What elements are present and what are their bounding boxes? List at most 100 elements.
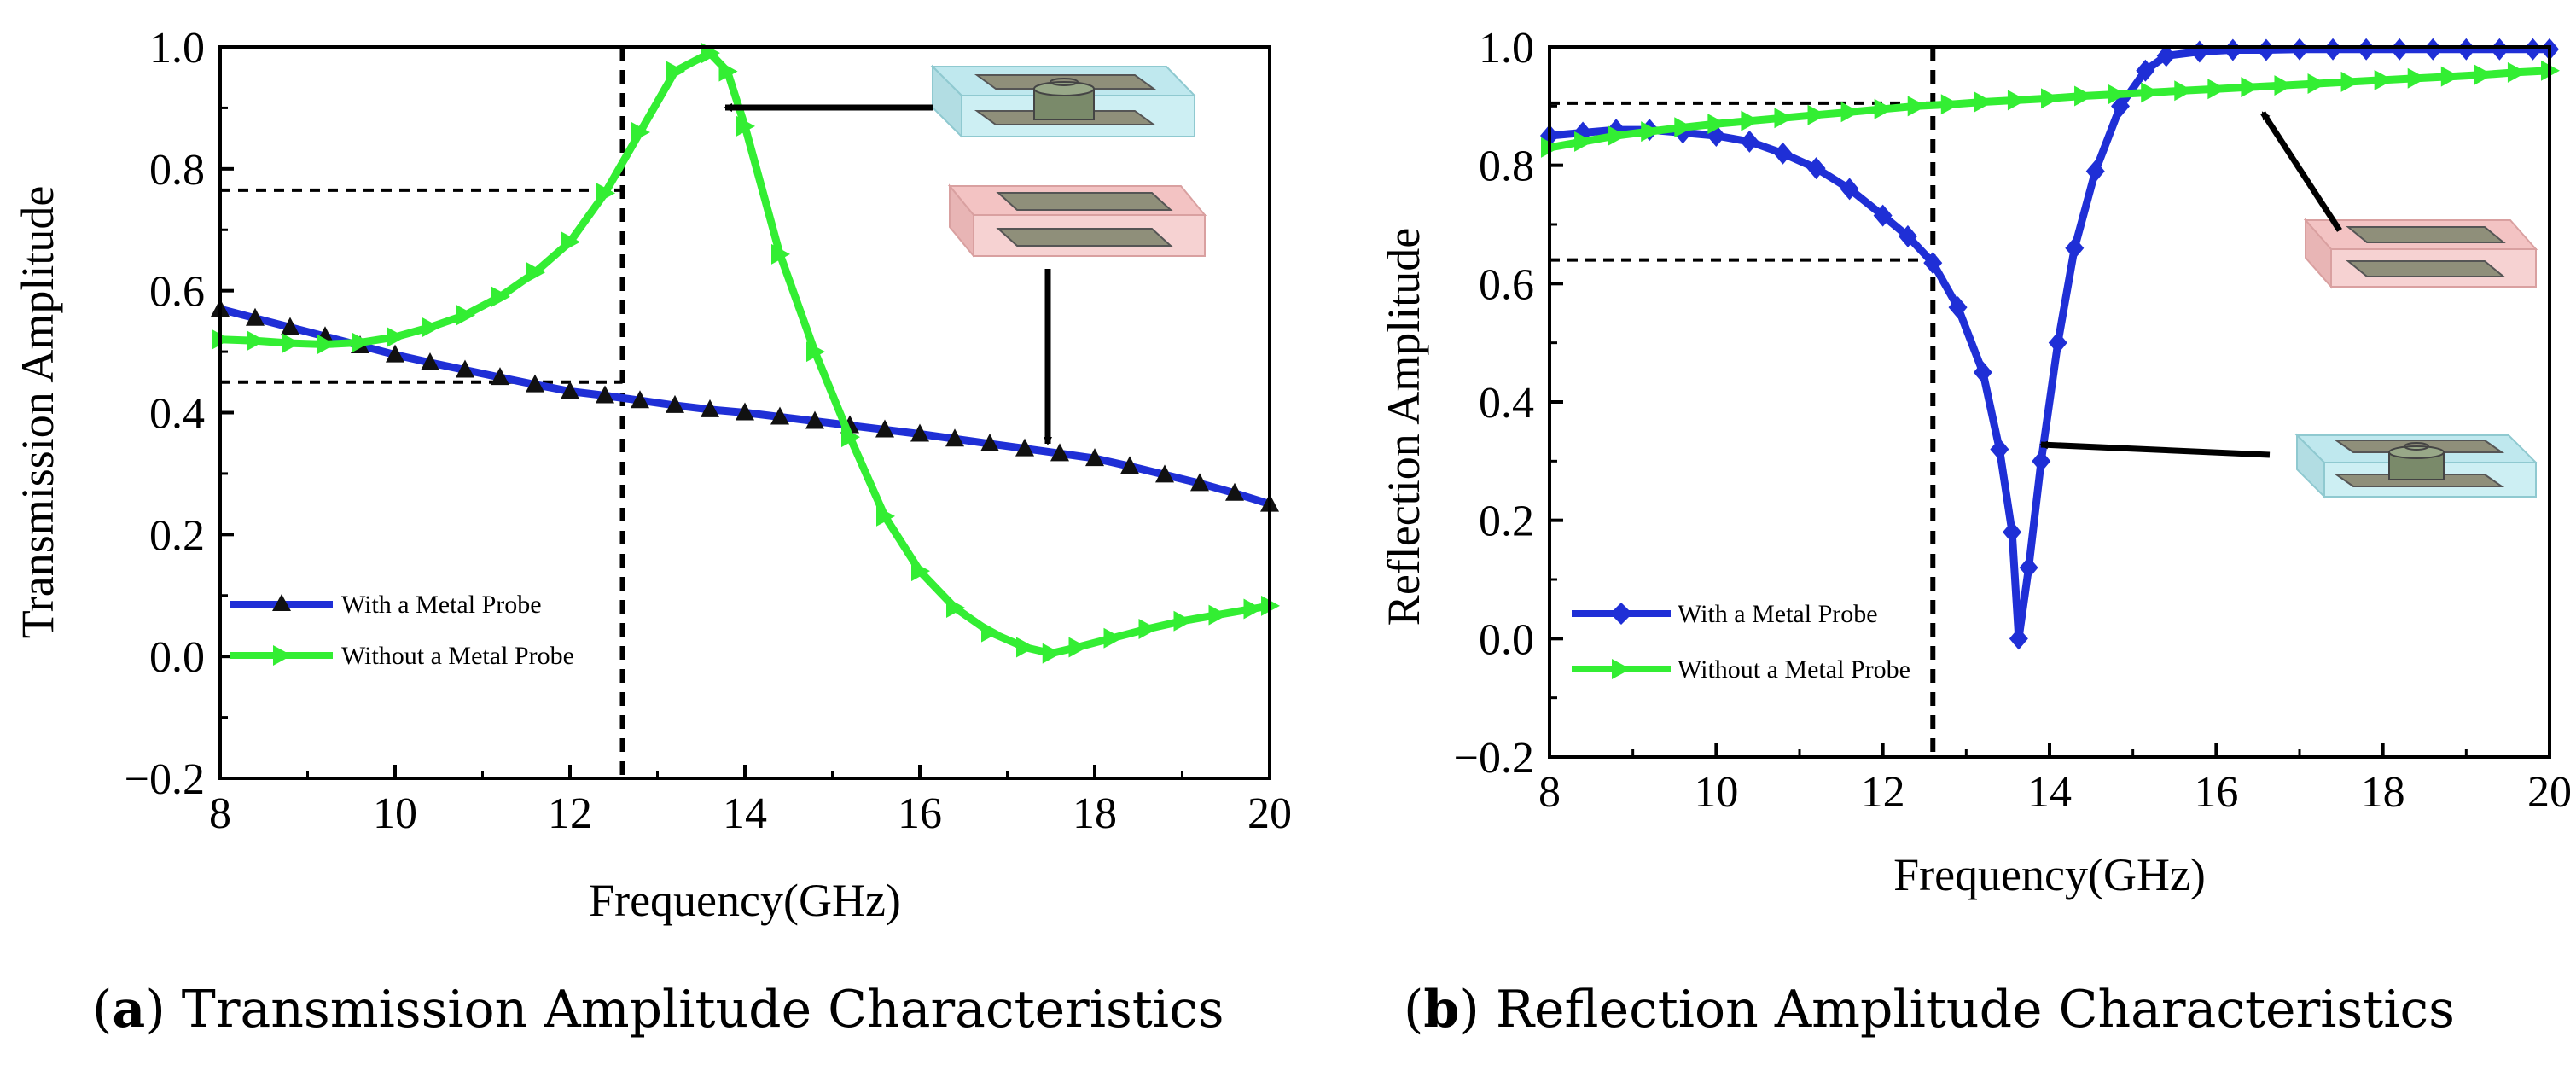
panel-a-series-1-point <box>841 427 860 448</box>
panel-b-x-tick-label: 18 <box>2361 768 2405 817</box>
panel-b-series-0-point <box>1990 438 2009 461</box>
panel-a-transmission: Frequency(GHz) Transmission Amplitude 8 1… <box>12 24 1292 926</box>
panel-a-series-1-point <box>422 317 440 338</box>
panel-b-x-tick-label: 14 <box>2027 768 2072 817</box>
panel-b-series-0-point <box>1973 361 1992 384</box>
panel-a-series-1-point <box>491 286 510 307</box>
panel-b-series-0-point <box>2156 44 2176 67</box>
panel-b-series-0-point <box>2189 40 2209 63</box>
panel-b-series-1-point <box>1807 104 1827 125</box>
panel-b-series-0-point <box>1898 224 1917 247</box>
panel-a-series-0-point <box>980 433 999 451</box>
panel-b-series-0-point <box>2019 556 2038 579</box>
panel-a-series-0-point <box>456 359 474 378</box>
panel-b-series-1-point <box>2108 84 2127 105</box>
caption-b: (b) Reflection Amplitude Characteristics <box>1404 980 2455 1039</box>
panel-a-inset-without-probe <box>947 183 1207 259</box>
panel-b-legend-with-probe: With a Metal Probe <box>1678 600 1878 628</box>
panel-a-series-0-point <box>246 307 265 326</box>
panel-a-y-tick-label: 0.8 <box>149 146 205 195</box>
panel-a-x-tick-label: 8 <box>209 789 231 838</box>
panel-a-series-1-point <box>981 621 1000 643</box>
panel-b-series-1-point <box>1741 110 1760 131</box>
panel-a-series-1-point <box>456 305 475 326</box>
panel-a-series-1-point <box>596 183 615 204</box>
panel-b-series-1-point <box>2041 88 2060 109</box>
panel-b-x-tick-label: 8 <box>1538 768 1561 817</box>
panel-a-series-1-point <box>1243 598 1263 620</box>
panel-b-inset-without-probe <box>2303 218 2538 289</box>
panel-b-series-1-point <box>2407 67 2427 89</box>
panel-b-arrow-to-green-curve <box>2260 111 2342 232</box>
panel-b-y-tick-label: 0.8 <box>1479 143 1534 191</box>
caption-a: (a) Transmission Amplitude Characteristi… <box>92 980 1224 1039</box>
caption-b-letter: b <box>1423 980 1460 1039</box>
panel-a-series-0-point <box>875 419 894 438</box>
panel-a-series-0-point <box>281 317 299 335</box>
panel-b-legend-marker-without-probe <box>1612 659 1631 679</box>
panel-a-x-tick-label: 12 <box>548 789 592 838</box>
panel-b-series-0-point <box>2136 59 2155 82</box>
panel-a-series-0-point <box>770 406 789 425</box>
panel-b-series-0-point <box>2065 236 2085 259</box>
panel-a-y-tick-label: 0.0 <box>149 633 205 682</box>
panel-a-series-0-point <box>1085 448 1104 467</box>
panel-b-series-0-point <box>2457 38 2476 61</box>
panel-b-series-0-point <box>2323 38 2343 61</box>
panel-b-series-0-point <box>2009 627 2028 650</box>
panel-b-series-0-point <box>2032 450 2051 473</box>
panel-b-series-0-point <box>2357 38 2376 61</box>
panel-a-series-0-point <box>1015 438 1034 457</box>
panel-b-series-1-point <box>1907 96 1927 117</box>
panel-b-series-0-point <box>1806 157 1826 180</box>
panel-a-series-0-point <box>666 394 684 413</box>
panel-a-series-0-point <box>526 374 544 393</box>
panel-a-inset-with-probe <box>930 64 1197 139</box>
panel-a-series-1-point <box>387 326 405 347</box>
panel-b-series-0-point <box>1740 130 1759 153</box>
panel-a-series-0-point <box>596 385 614 404</box>
panel-b-legend-marker-with-probe <box>1610 603 1632 625</box>
panel-a-series-1-point <box>282 333 300 354</box>
panel-a-series-1-point <box>1068 637 1088 658</box>
panel-b-y-tick-label: −0.2 <box>1454 734 1534 783</box>
panel-a-legend-marker-with-probe <box>272 594 291 611</box>
panel-a-series-1-point <box>1103 627 1123 649</box>
panel-b-series-1-point <box>2307 73 2327 94</box>
panel-a-y-tick-label: 1.0 <box>149 24 205 73</box>
panel-a-series-0-point <box>910 423 929 442</box>
panel-a-x-tick-label: 16 <box>898 789 942 838</box>
panel-a-series-1-point <box>718 61 738 82</box>
panel-a-series-1-point <box>526 262 545 283</box>
panel-b-series-1-point <box>2474 64 2493 85</box>
panel-b-series-1-point <box>2207 79 2227 100</box>
panel-a-series-0-point <box>1155 464 1174 483</box>
panel-a-ylabel: Transmission Amplitude <box>12 186 63 639</box>
panel-a-series-1-point <box>771 243 790 265</box>
panel-b-x-tick-label: 12 <box>1861 768 1905 817</box>
panel-a-series-1-point <box>1208 604 1228 626</box>
panel-a-x-tick-label: 14 <box>723 789 767 838</box>
panel-a-legend-marker-without-probe <box>273 645 292 666</box>
panel-b-series-1-point <box>1940 94 1960 115</box>
panel-a-ticks: 8 10 12 14 16 18 20 −0.2 0.0 0.2 0.4 0.6 0.8 1.0 <box>125 24 1292 838</box>
panel-b-y-tick-label: 0.6 <box>1479 260 1534 309</box>
panel-a-legend-with-probe: With a Metal Probe <box>341 591 542 619</box>
panel-a-series-1-point <box>1016 637 1035 658</box>
panel-b-series-1-point <box>2141 82 2160 103</box>
panel-a-series-0-point <box>1190 473 1209 492</box>
panel-b-series-0-point <box>2003 521 2022 544</box>
panel-a-plot-area <box>211 43 1280 778</box>
panel-a-series-1-point <box>946 597 965 619</box>
panel-a-series-0-point <box>561 381 579 399</box>
panel-a-x-tick-label: 18 <box>1073 789 1117 838</box>
panel-a-x-tick-label: 10 <box>373 789 417 838</box>
panel-b-series-1-point <box>1874 98 1893 119</box>
panel-a-xlabel: Frequency(GHz) <box>589 875 901 926</box>
panel-a-series-0-point <box>1050 443 1069 462</box>
panel-a-series-1-point <box>1042 643 1061 664</box>
panel-a-legend: With a Metal Probe Without a Metal Probe <box>230 591 574 670</box>
caption-a-text: Transmission Amplitude Characteristics <box>181 980 1224 1039</box>
panel-b-series-1-point <box>2174 80 2194 102</box>
panel-b-series-0-point <box>2256 38 2276 61</box>
